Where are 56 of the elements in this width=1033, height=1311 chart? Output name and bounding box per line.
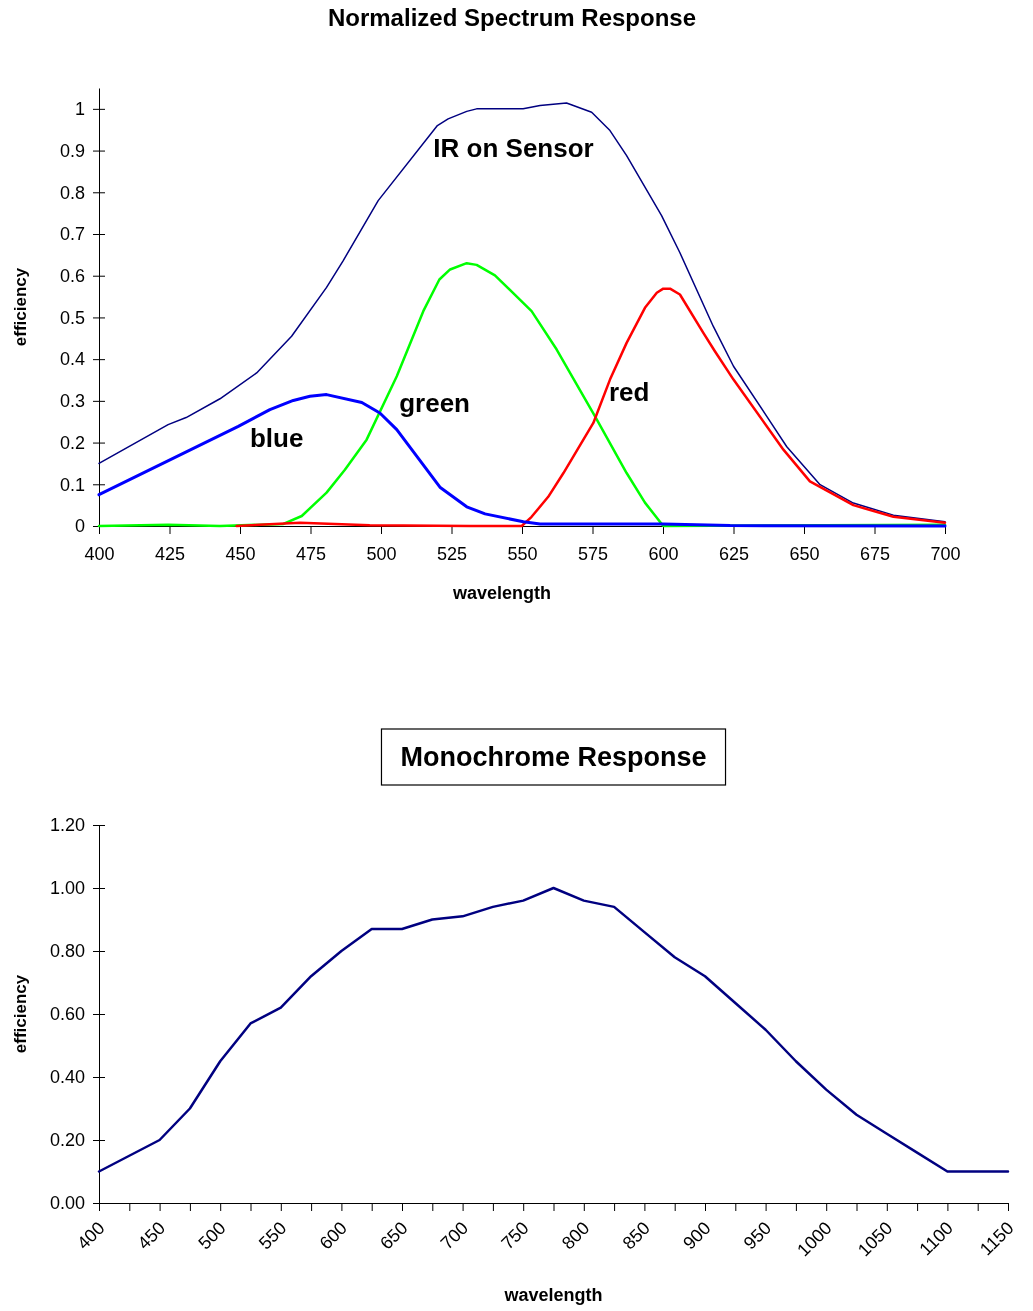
y-tick-label: 1.00	[49, 878, 85, 899]
x-tick-label: 850	[618, 1217, 654, 1254]
x-tick-label: 400	[84, 544, 115, 565]
y-tick-label: 0.2	[59, 432, 85, 453]
y-tick-label: 0.1	[59, 474, 85, 495]
x-tick-label: 550	[507, 544, 538, 565]
x-tick-label: 600	[315, 1217, 351, 1254]
y-tick-label: 0	[74, 516, 85, 537]
x-tick-label: 950	[739, 1217, 776, 1254]
x-tick-label: 550	[254, 1217, 291, 1254]
x-tick-label: 700	[930, 544, 961, 565]
y-tick-label: 0.3	[59, 391, 85, 412]
x-tick-label: 450	[133, 1217, 170, 1254]
line-series	[97, 886, 1010, 1173]
y-tick-label: 0.6	[59, 265, 85, 286]
x-tick-label: 475	[295, 544, 327, 565]
chart-title: Monochrome Response	[400, 742, 707, 772]
y-tick-label: 0.8	[59, 182, 85, 203]
y-axis-title: efficiency	[11, 974, 30, 1054]
x-tick-label: 650	[789, 544, 820, 565]
x-tick-label: 650	[376, 1217, 412, 1254]
y-tick-label: 0.9	[59, 140, 85, 161]
x-axis-title: wavelength	[503, 1285, 603, 1305]
y-tick-label: 0.20	[49, 1130, 85, 1151]
y-tick-label: 0.40	[49, 1067, 85, 1088]
x-tick-label: 675	[859, 544, 891, 565]
y-tick-label: 0.60	[49, 1004, 85, 1025]
y-axis-title: efficiency	[11, 267, 30, 347]
x-tick-label: 500	[194, 1217, 230, 1254]
x-tick-label: 450	[225, 544, 256, 565]
x-tick-label: 400	[73, 1217, 109, 1254]
y-tick-label: 1	[74, 99, 85, 120]
series-label: IR on Sensor	[433, 133, 594, 164]
x-tick-label: 500	[366, 544, 397, 565]
y-tick-label: 0.7	[59, 224, 85, 245]
x-tick-label: 625	[718, 544, 750, 565]
x-tick-label: 600	[648, 544, 679, 565]
line-series	[235, 287, 947, 528]
x-tick-label: 425	[154, 544, 186, 565]
y-tick-label: 0.80	[49, 941, 85, 962]
chart-title: Normalized Spectrum Response	[327, 4, 697, 31]
x-tick-label: 575	[577, 544, 609, 565]
series-label: red	[608, 376, 650, 407]
series-label: blue	[249, 423, 304, 454]
x-tick-label: 750	[497, 1217, 533, 1254]
y-tick-label: 0.5	[59, 307, 85, 328]
y-tick-label: 0.4	[59, 349, 85, 370]
x-tick-label: 525	[436, 544, 468, 565]
x-tick-label: 900	[679, 1217, 715, 1254]
line-series	[98, 102, 946, 523]
series-label: green	[399, 387, 470, 418]
x-tick-label: 700	[436, 1217, 473, 1254]
x-tick-label: 800	[557, 1217, 594, 1254]
x-axis-title: wavelength	[451, 583, 552, 603]
y-tick-label: 1.20	[49, 815, 85, 836]
y-tick-label: 0.00	[49, 1193, 85, 1214]
